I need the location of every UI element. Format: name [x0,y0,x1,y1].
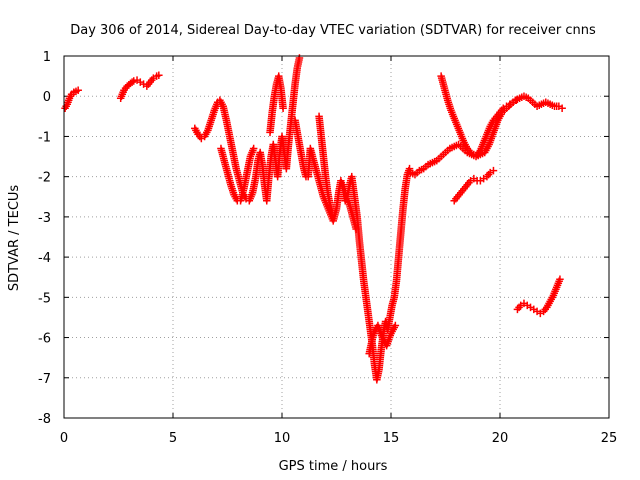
data-point [279,104,287,113]
y-tick-label: -1 [38,130,51,145]
x-tick-label: 25 [601,431,618,446]
y-tick-label: -6 [38,332,51,347]
x-tick-label: 5 [169,431,177,446]
data-point [328,209,336,217]
data-point [155,71,163,80]
data-points [61,54,566,384]
y-tick-label: -7 [38,372,51,387]
y-tick-label: -2 [38,171,51,186]
y-tick-label: -4 [38,251,51,266]
data-point [405,164,414,173]
x-tick-label: 10 [274,431,291,446]
data-point [558,104,566,113]
data-point [489,166,498,175]
y-tick-label: 0 [43,90,51,105]
data-point [556,275,564,283]
chart-title: Day 306 of 2014, Sidereal Day-to-day VTE… [70,23,596,38]
data-point [512,96,521,104]
plot-frame [63,55,610,419]
data-point [74,86,82,94]
x-tick-label: 20 [492,431,509,446]
y-axis-label: SDTVAR / TECUs [7,185,22,292]
data-point [130,77,138,85]
data-point [391,321,400,330]
data-point [249,144,258,153]
y-tick-label: 1 [43,50,51,65]
data-point [352,225,360,233]
y-tick-label: -3 [38,211,51,226]
y-tick-label: -8 [38,412,51,427]
x-tick-label: 0 [60,431,68,446]
x-axis-label: GPS time / hours [279,459,388,474]
x-tick-label: 15 [383,431,400,446]
y-tick-label: -5 [38,291,51,306]
grid-lines [64,56,609,418]
